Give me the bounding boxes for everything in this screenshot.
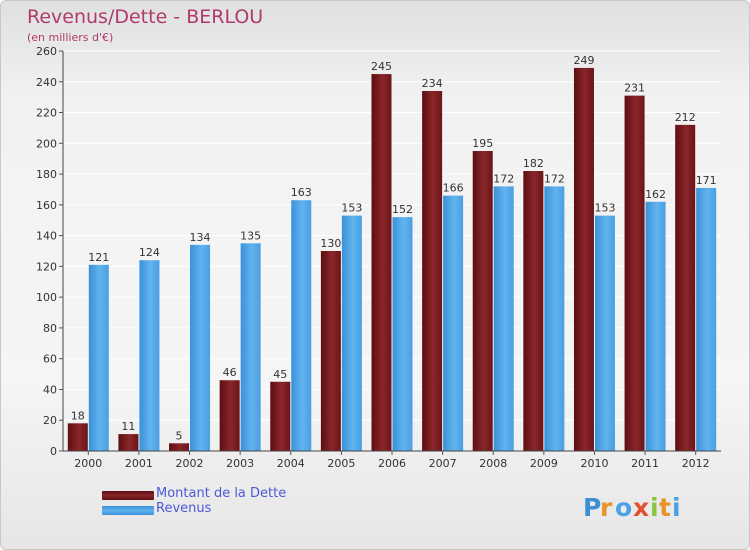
legend-swatch-debt (102, 491, 154, 500)
data-label-revenue: 172 (544, 172, 565, 185)
bar-debt (169, 443, 190, 451)
x-tick-label: 2009 (530, 457, 558, 470)
data-label-debt: 18 (71, 409, 85, 422)
bar-revenue (594, 215, 615, 451)
data-label-revenue: 135 (240, 229, 261, 242)
data-label-debt: 11 (121, 420, 135, 433)
axis-layer: 0 20 40 60 80 100 120 140 160 180 200 220 240 260 2000… (36, 45, 721, 470)
y-tick-label: 40 (43, 383, 57, 396)
bar-debt (67, 423, 88, 451)
x-tick-label: 2010 (580, 457, 608, 470)
y-tick-label: 60 (43, 353, 57, 366)
svg-text:r: r (600, 493, 613, 522)
x-tick-label: 2007 (429, 457, 457, 470)
chart-subtitle: (en milliers d'€) (27, 31, 114, 44)
bars-layer (67, 67, 717, 452)
y-tick-label: 140 (36, 230, 57, 243)
x-tick-label: 2002 (176, 457, 204, 470)
bar-revenue (696, 187, 717, 451)
bar-revenue (544, 186, 565, 451)
data-label-revenue: 152 (392, 203, 413, 216)
data-label-revenue: 166 (443, 182, 464, 195)
svg-text:x: x (633, 493, 649, 522)
bar-debt (624, 95, 645, 451)
bar-debt (270, 381, 291, 451)
legend-label-debt: Montant de la Dette (156, 486, 287, 501)
data-label-revenue: 171 (696, 174, 717, 187)
y-tick-label: 120 (36, 260, 57, 273)
svg-text:t: t (659, 493, 671, 522)
data-label-debt: 45 (273, 368, 287, 381)
bar-revenue (493, 186, 514, 451)
svg-text:o: o (615, 493, 632, 522)
bar-revenue (645, 201, 666, 451)
data-label-revenue: 153 (341, 202, 362, 215)
bar-revenue (341, 215, 362, 451)
data-label-debt: 212 (675, 111, 696, 124)
y-tick-label: 80 (43, 322, 57, 335)
grid-layer (63, 50, 721, 421)
x-tick-label: 2003 (226, 457, 254, 470)
data-label-revenue: 172 (493, 172, 514, 185)
y-tick-label: 200 (36, 137, 57, 150)
bar-debt (219, 380, 240, 451)
x-tick-label: 2006 (378, 457, 406, 470)
bar-revenue (190, 244, 211, 451)
bar-debt (320, 251, 341, 451)
y-tick-label: 20 (43, 414, 57, 427)
bar-debt (675, 124, 696, 451)
bar-revenue (443, 195, 464, 451)
y-tick-label: 180 (36, 168, 57, 181)
svg-text:i: i (650, 493, 659, 522)
y-tick-label: 220 (36, 107, 57, 120)
data-label-revenue: 124 (139, 246, 160, 259)
data-label-revenue: 121 (88, 251, 109, 264)
svg-text:i: i (672, 493, 681, 522)
data-label-revenue: 163 (291, 186, 312, 199)
x-tick-label: 2011 (631, 457, 659, 470)
bar-debt (472, 151, 493, 451)
data-label-debt: 46 (223, 366, 237, 379)
data-label-debt: 231 (624, 82, 645, 95)
bar-debt (523, 171, 544, 451)
y-tick-label: 260 (36, 45, 57, 58)
bar-revenue (240, 243, 261, 451)
proxiti-logo: P r o x i t i (583, 489, 689, 523)
data-label-revenue: 162 (645, 188, 666, 201)
data-label-debt: 195 (472, 137, 493, 150)
y-tick-label: 160 (36, 199, 57, 212)
data-label-debt: 234 (422, 77, 443, 90)
legend-swatch-revenue (102, 506, 154, 515)
x-tick-label: 2004 (277, 457, 305, 470)
y-tick-label: 100 (36, 291, 57, 304)
bar-debt (573, 67, 594, 451)
x-tick-label: 2005 (327, 457, 355, 470)
data-label-debt: 182 (523, 157, 544, 170)
legend-label-revenue: Revenus (156, 501, 212, 516)
svg-text:P: P (583, 493, 601, 522)
bar-revenue (88, 264, 109, 451)
data-label-debt: 130 (320, 237, 341, 250)
data-label-revenue: 153 (594, 202, 615, 215)
x-tick-label: 2000 (74, 457, 102, 470)
labels-layer: 18 121 11 124 5 134 46 135 45 163 130 153 245 152 234 1… (71, 54, 717, 442)
bar-revenue (139, 260, 160, 451)
data-label-debt: 5 (176, 429, 183, 442)
bar-revenue (392, 217, 413, 451)
y-tick-label: 0 (50, 445, 57, 458)
data-label-debt: 245 (371, 60, 392, 73)
data-label-revenue: 134 (190, 231, 211, 244)
y-tick-label: 240 (36, 76, 57, 89)
x-tick-label: 2001 (125, 457, 153, 470)
chart-title: Revenus/Dette - BERLOU (27, 6, 264, 28)
bar-debt (422, 91, 443, 451)
bar-revenue (291, 200, 312, 451)
bar-debt (371, 74, 392, 452)
bar-debt (118, 434, 139, 451)
x-tick-label: 2012 (682, 457, 710, 470)
data-label-debt: 249 (573, 54, 594, 67)
x-tick-label: 2008 (479, 457, 507, 470)
